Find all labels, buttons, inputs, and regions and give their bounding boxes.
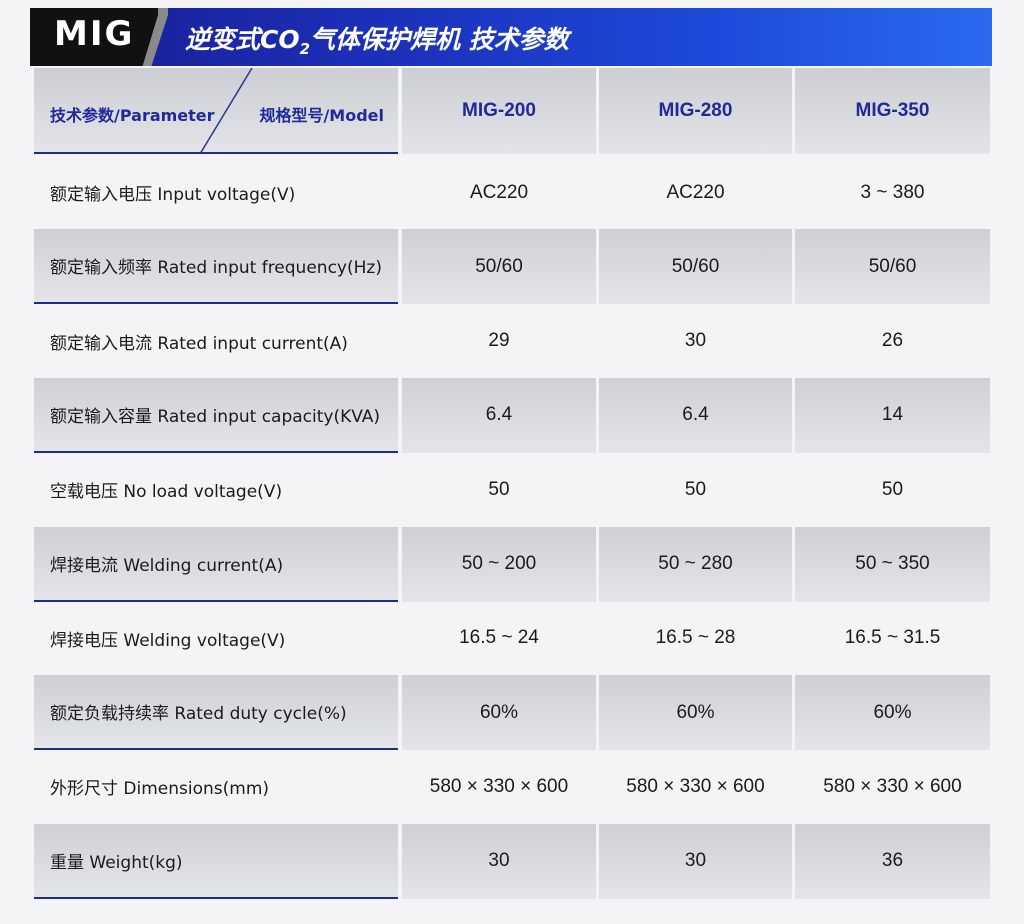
row-label: 重量 Weight(kg) (34, 823, 398, 899)
banner-title: 逆变式CO2气体保护焊机 技术参数 (185, 20, 569, 58)
table-header-row: 技术参数/Parameter 规格型号/Model MIG-200 MIG-28… (34, 68, 990, 154)
row-value: 580 × 330 × 600 (626, 775, 765, 797)
table-row: 额定输入容量 Rated input capacity(KVA) 6.4 6.4 14 (34, 377, 990, 453)
row-value: 26 (881, 330, 904, 352)
row-value: 6.4 (599, 377, 792, 453)
row-label: 焊接电压 Welding voltage(V) (50, 630, 286, 651)
row-value: AC220 (469, 181, 529, 203)
row-label: 额定输入电压 Input voltage(V) (50, 185, 296, 205)
row-value: 30 (402, 823, 596, 899)
row-value: 16.5 ~ 31.5 (844, 627, 941, 649)
header-parameter-label: 技术参数/Parameter (50, 106, 215, 125)
model-name: MIG-280 (658, 100, 733, 121)
row-value: 29 (488, 330, 510, 352)
row-value: 50 ~ 280 (599, 526, 792, 602)
row-value: 36 (795, 823, 990, 899)
row-value: 30 (599, 823, 792, 899)
row-value: 50 (881, 478, 904, 500)
row-value: 60% (795, 675, 990, 751)
row-value: 30 (684, 330, 707, 352)
banner-title-subscript: 2 (299, 40, 311, 58)
row-label: 空载电压 No load voltage(V) (50, 482, 283, 503)
row-label: 额定负载持续率 Rated duty cycle(%) (34, 675, 398, 751)
row-label: 外形尺寸 Dimensions(mm) (50, 779, 270, 800)
row-label: 额定输入频率 Rated input frequency(Hz) (34, 229, 398, 305)
header-model-label: 规格型号/Model (259, 106, 384, 125)
row-value: 3 ~ 380 (860, 181, 925, 203)
table-row: 额定输入电压 Input voltage(V) AC220 AC220 3 ~ 380 (34, 155, 990, 230)
row-value: 580 × 330 × 600 (823, 775, 962, 797)
row-value: 50 (684, 478, 707, 500)
header-model-3: MIG-350 (795, 68, 990, 154)
row-value: 50/60 (795, 229, 990, 305)
table-row: 空载电压 No load voltage(V) 50 50 50 (34, 452, 990, 527)
header-param-model-cell: 技术参数/Parameter 规格型号/Model (34, 68, 398, 154)
row-label: 额定输入容量 Rated input capacity(KVA) (34, 377, 398, 453)
table-row: 额定负载持续率 Rated duty cycle(%) 60% 60% 60% (34, 675, 990, 751)
banner-title-prefix: 逆变式CO (185, 25, 300, 54)
header-diagonal-divider (199, 68, 253, 154)
model-name: MIG-350 (855, 100, 930, 121)
table-row: 额定输入电流 Rated input current(A) 29 30 26 (34, 304, 990, 379)
row-label: 焊接电流 Welding current(A) (34, 526, 398, 602)
banner-title-suffix: 气体保护焊机 技术参数 (310, 25, 569, 54)
row-value: 16.5 ~ 24 (459, 627, 539, 649)
row-value: 60% (402, 675, 596, 751)
mig-tag-label: MIG (54, 14, 135, 54)
row-value: 580 × 330 × 600 (429, 775, 569, 797)
title-banner (30, 8, 992, 66)
row-value: 60% (599, 675, 792, 751)
row-value: 14 (795, 377, 990, 453)
row-value: 6.4 (402, 377, 596, 453)
row-value: 16.5 ~ 28 (655, 627, 736, 649)
table-row: 额定输入频率 Rated input frequency(Hz) 50/60 50/… (34, 229, 990, 305)
row-value: 50 (488, 478, 510, 500)
mig-tag (30, 8, 158, 66)
row-value: AC220 (666, 181, 725, 203)
row-label: 额定输入电流 Rated input current(A) (50, 333, 348, 354)
row-value: 50 ~ 350 (795, 526, 990, 602)
table-row: 重量 Weight(kg) 30 30 36 (34, 823, 990, 899)
table-row: 焊接电流 Welding current(A) 50 ~ 200 50 ~ 280 5… (34, 526, 990, 602)
table-row: 外形尺寸 Dimensions(mm) 580 × 330 × 600 580 × … (34, 749, 990, 824)
table-row: 焊接电压 Welding voltage(V) 16.5 ~ 24 16.5 ~ 2… (34, 601, 990, 676)
row-value: 50 ~ 200 (402, 526, 596, 602)
row-value: 50/60 (402, 229, 596, 305)
header-model-1: MIG-200 (402, 68, 596, 154)
model-name: MIG-200 (462, 100, 536, 121)
header-model-2: MIG-280 (599, 68, 792, 154)
row-value: 50/60 (599, 229, 792, 305)
